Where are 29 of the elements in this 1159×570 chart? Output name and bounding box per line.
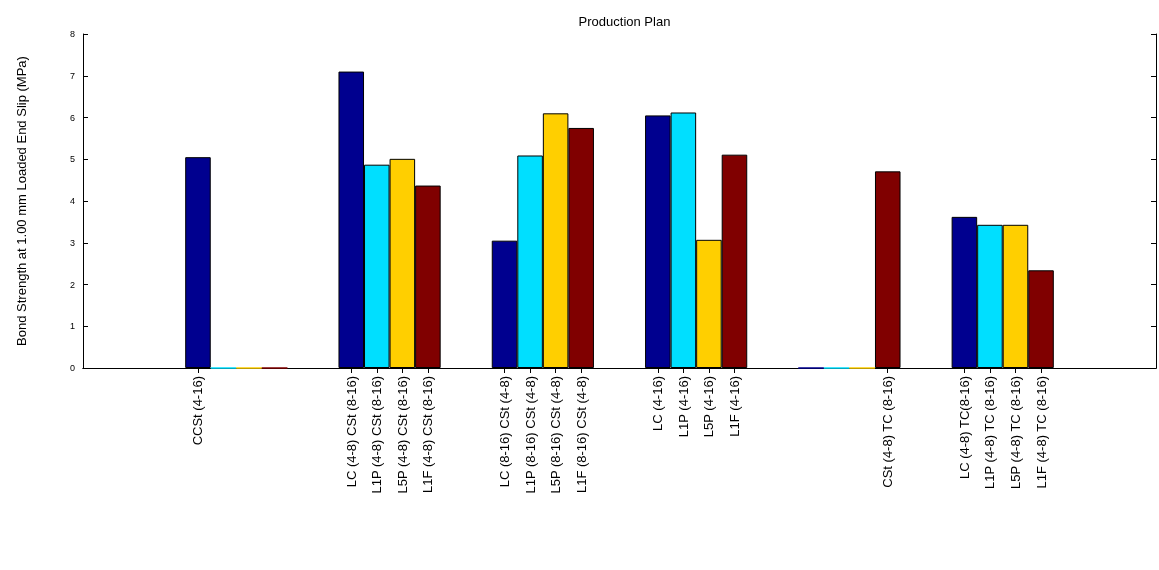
y-axis-title: Bond Strength at 1.00 mm Loaded End Slip (MPa) bbox=[14, 56, 29, 346]
x-tick-label: LC (4-8) TC(8-16) bbox=[956, 376, 972, 480]
x-tick-label: L1P (8-16) CSt (4-8) bbox=[522, 376, 538, 494]
x-tick-label: L1P (4-8) TC (8-16) bbox=[982, 376, 998, 489]
x-tick-label: LC (8-16) CSt (4-8) bbox=[497, 376, 513, 488]
x-tick-label: L1F (4-16) bbox=[726, 376, 742, 437]
x-tick-label: L5P (4-8) CSt (8-16) bbox=[394, 376, 410, 494]
x-tick-label: L5P (8-16) CSt (4-8) bbox=[548, 376, 564, 494]
y-tick-label: 3 bbox=[69, 237, 75, 248]
x-tick-label: CSt (4-8) TC (8-16) bbox=[880, 376, 896, 488]
x-tick-label: L5P (4-8) TC (8-16) bbox=[1007, 376, 1023, 489]
y-tick-label: 4 bbox=[69, 196, 75, 206]
y-tick-label: 0 bbox=[69, 363, 75, 373]
x-tick-label: L1F (4-8) TC (8-16) bbox=[1033, 376, 1049, 489]
x-tick-label: CCSt (4-16) bbox=[190, 376, 206, 446]
y-tick-label: 6 bbox=[69, 112, 75, 123]
y-tick-label: 8 bbox=[69, 29, 75, 39]
x-tick-label: L1F (8-16) CSt (4-8) bbox=[573, 376, 589, 494]
y-tick-label: 7 bbox=[69, 70, 75, 81]
x-tick-label: L5P (4-16) bbox=[701, 376, 717, 438]
y-tick-label: 1 bbox=[69, 321, 75, 332]
y-tick-label: 5 bbox=[69, 154, 75, 165]
x-tick-label: L1P (4-16) bbox=[675, 376, 691, 438]
y-tick-label: 2 bbox=[69, 279, 75, 290]
x-tick-label: L1F (4-8) CSt (8-16) bbox=[420, 376, 436, 494]
x-tick-label: LC (4-8) CSt (8-16) bbox=[343, 376, 359, 488]
x-tick-label: L1P (4-8) CSt (8-16) bbox=[369, 376, 385, 494]
x-tick-label: LC (4-16) bbox=[650, 376, 666, 431]
chart-title: Production Plan bbox=[578, 14, 671, 29]
